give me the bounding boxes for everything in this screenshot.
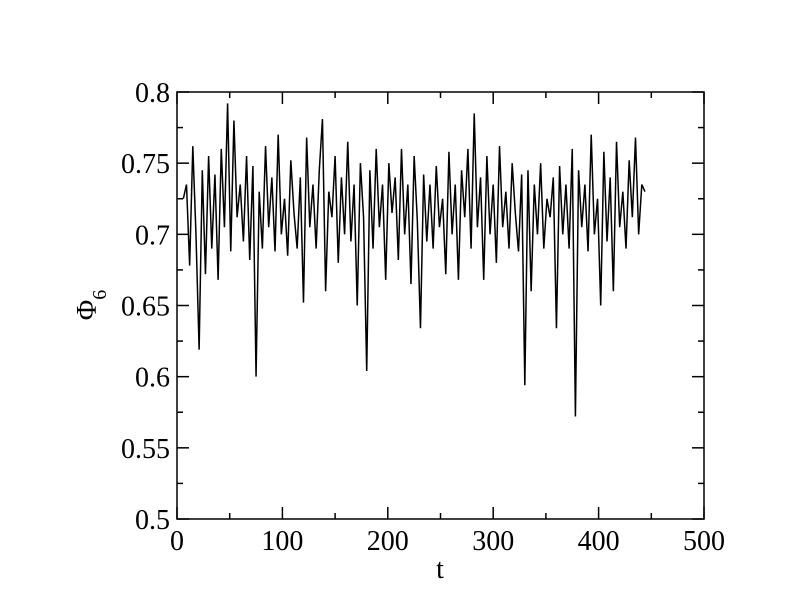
x-tick-label: 0: [170, 526, 184, 557]
plot-frame: [176, 91, 705, 520]
y-tick-label: 0.7: [135, 220, 170, 251]
x-tick-label: 300: [472, 526, 514, 557]
y-tick-label: 0.5: [135, 505, 170, 536]
x-axis-label: t: [436, 554, 444, 585]
y-axis-label: Φ6: [72, 290, 111, 320]
x-tick-label: 200: [367, 526, 409, 557]
x-tick-label: 100: [261, 526, 303, 557]
y-tick-label: 0.65: [121, 292, 170, 323]
y-tick-label: 0.6: [135, 363, 170, 394]
y-tick-label: 0.75: [121, 149, 170, 180]
data-line: [182, 103, 646, 417]
y-tick-label: 0.8: [135, 78, 170, 109]
y-tick-label: 0.55: [121, 434, 170, 465]
x-tick-label: 400: [578, 526, 620, 557]
y-label-symbol: Φ: [72, 300, 103, 320]
y-label-subscript: 6: [89, 290, 111, 300]
x-tick-label: 500: [683, 526, 725, 557]
